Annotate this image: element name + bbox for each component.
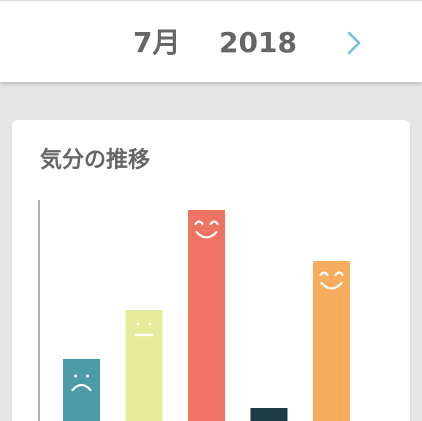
bar-rect — [250, 408, 288, 421]
bar-rect — [188, 210, 225, 421]
bar-rect — [313, 261, 350, 421]
bar-rect — [125, 310, 163, 421]
bar-happy — [188, 210, 225, 421]
bar-sad — [63, 359, 100, 421]
bar-smile — [313, 261, 350, 421]
bar-rect — [63, 359, 100, 421]
frown-face-icon — [71, 374, 92, 392]
bar-neutral — [125, 310, 163, 421]
bar-very-sad — [250, 408, 288, 421]
chevron-right-icon — [347, 31, 361, 55]
smile-face-icon — [319, 271, 344, 290]
neutral-face-icon — [134, 322, 154, 337]
header-bar: 7月 2018 — [0, 0, 422, 82]
next-month-button[interactable] — [338, 23, 372, 63]
grin-face-icon — [194, 220, 219, 239]
card-title: 気分の推移 — [40, 148, 151, 173]
month-label: 7月 — [133, 26, 181, 59]
year-label: 2018 — [219, 26, 297, 59]
